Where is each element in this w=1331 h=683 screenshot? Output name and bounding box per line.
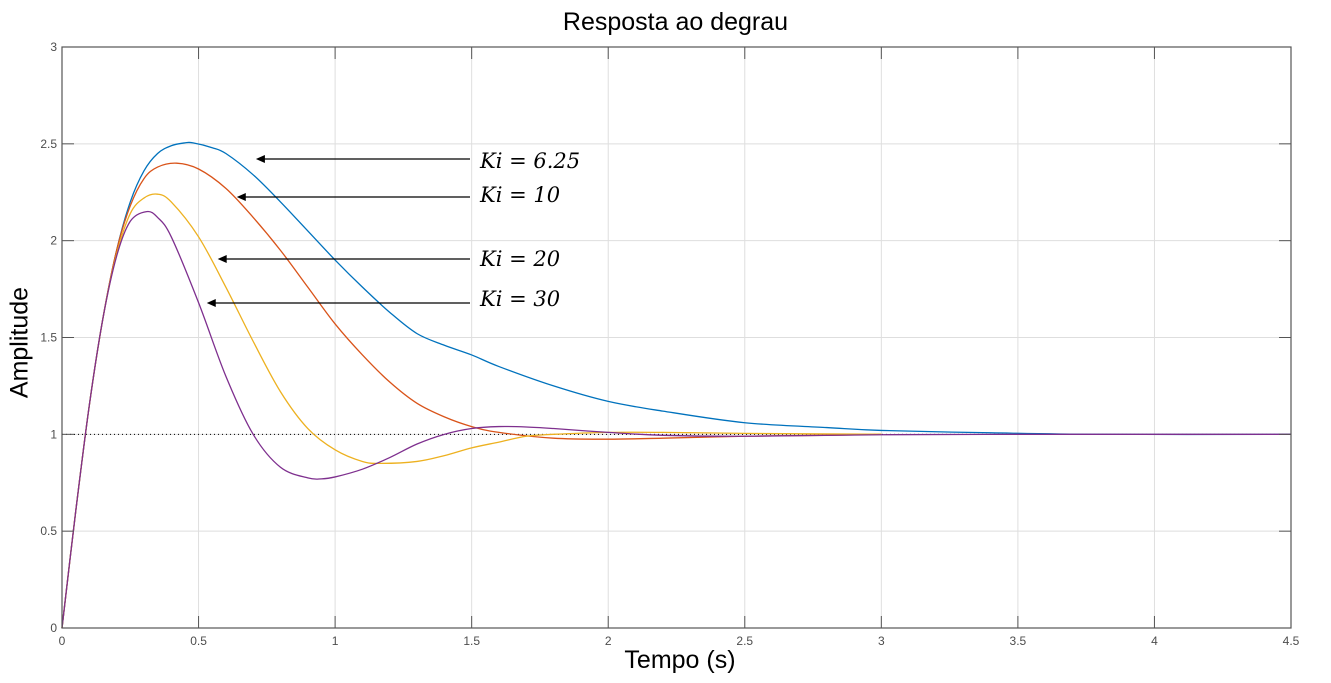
y-tick-label: 2 xyxy=(50,234,57,248)
x-tick-label: 4 xyxy=(1151,634,1158,648)
x-tick-label: 3.5 xyxy=(1010,634,1027,648)
annotation-label: Ki = 10 xyxy=(479,183,560,207)
annotations: Ki = 6.25 Ki = 10 Ki = 20 Ki = 30 xyxy=(206,149,580,311)
y-tick-label: 3 xyxy=(50,40,57,54)
annotation-label: Ki = 30 xyxy=(479,287,560,311)
y-tick-label: 0 xyxy=(50,621,57,635)
x-tick-label: 2.5 xyxy=(736,634,753,648)
arrowhead-icon xyxy=(236,193,246,201)
arrowhead-icon xyxy=(255,155,265,163)
series-lines xyxy=(61,141,1292,629)
arrowhead-icon xyxy=(217,255,227,263)
axes-box xyxy=(61,46,1292,629)
x-axis-label: Tempo (s) xyxy=(624,646,736,674)
axes: 0 0.5 1 1.5 2 2.5 3 3.5 4 4.5 0 0.5 1 1.5 2 2.5 3 xyxy=(40,40,1299,648)
arrowhead-icon xyxy=(206,299,216,307)
grid-lines xyxy=(61,46,1292,629)
chart-title: Resposta ao degrau xyxy=(562,8,789,36)
annotation-label: Ki = 20 xyxy=(479,247,560,271)
x-tick-label: 0 xyxy=(59,634,66,648)
series-line-0 xyxy=(61,141,1292,629)
y-tick-label: 1 xyxy=(50,427,57,441)
y-tick-label: 2.5 xyxy=(40,137,57,151)
x-tick-label: 4.5 xyxy=(1283,634,1300,648)
x-tick-label: 2 xyxy=(605,634,612,648)
x-tick-label: 0.5 xyxy=(190,634,207,648)
x-tick-label: 1.5 xyxy=(463,634,480,648)
annotation-label: Ki = 6.25 xyxy=(479,149,580,173)
x-tick-label: 3 xyxy=(878,634,885,648)
y-tick-label: 0.5 xyxy=(40,524,57,538)
series-line-3 xyxy=(61,210,1291,629)
x-tick-label: 1 xyxy=(332,634,339,648)
y-tick-label: 1.5 xyxy=(40,331,57,345)
